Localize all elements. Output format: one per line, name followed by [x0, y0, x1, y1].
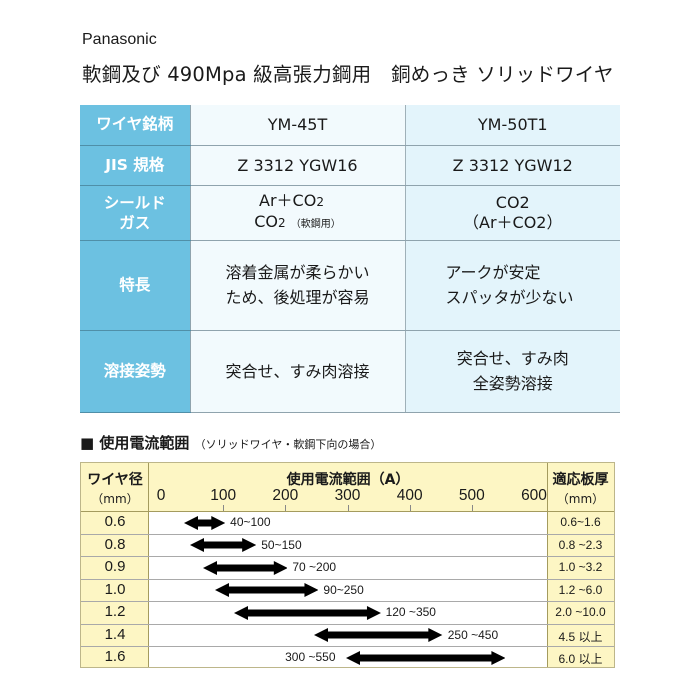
spec-line: （Ar＋CO2）	[463, 212, 563, 232]
range-label: 90~250	[323, 582, 364, 597]
spec-label: 溶接姿勢	[80, 330, 191, 413]
row-divider	[81, 556, 614, 557]
spec-row-position: 溶接姿勢 突合せ、すみ肉溶接 突合せ、すみ肉 全姿勢溶接	[80, 330, 620, 413]
range-arrow-icon	[183, 515, 226, 530]
wire-diameter: 1.0	[104, 580, 126, 598]
spec-label-line: ガス	[119, 213, 151, 232]
spec-cell-ym50t1: 突合せ、すみ肉 全姿勢溶接	[405, 330, 620, 413]
chart-title: 使用電流範囲（A）	[286, 472, 410, 488]
plate-thickness: 6.0 以上	[558, 652, 603, 666]
section-heading: ■ 使用電流範囲 （ソリッドワイヤ・軟鋼下向の場合）	[80, 432, 381, 453]
square-bullet-icon: ■	[80, 434, 95, 452]
range-label: 250 ~450	[447, 627, 499, 642]
x-tick-label: 400	[396, 487, 423, 504]
wire-diameter: 1.2	[104, 603, 126, 620]
range-label: 300 ~550	[285, 650, 336, 664]
plate-thickness: 1.0 ~3.2	[558, 560, 603, 574]
spec-label: ワイヤ銘柄	[80, 105, 191, 146]
range-label: 120 ~350	[385, 605, 436, 619]
spec-cell-ym45t: 突合せ、すみ肉溶接	[190, 330, 406, 413]
spec-line: ため、後処理が容易	[225, 288, 370, 307]
plate-thickness: 1.2 ~6.0	[558, 582, 603, 597]
range-arrow-icon	[202, 560, 288, 575]
spec-line: CO2 （軟鋼用）	[191, 212, 405, 235]
range-arrow-icon	[233, 605, 381, 620]
spec-line: スパッタが少ない	[445, 288, 574, 307]
spec-row-features: 特長 溶着金属が柔らかい ため、後処理が容易 アークが安定 スパッタが少ない	[80, 240, 620, 331]
section-title: 使用電流範囲	[99, 434, 190, 452]
range-label: 40~100	[230, 515, 271, 529]
row-divider	[81, 601, 614, 602]
spec-line: Ar＋CO2	[179, 191, 405, 212]
spec-line: アークが安定	[445, 263, 541, 282]
row-divider	[81, 646, 614, 647]
range-arrow-icon	[214, 583, 319, 597]
page-title: 軟鋼及び 490Mpa 級高張力鋼用 銅めっき ソリッドワイヤ	[82, 63, 614, 86]
spec-label: JIS 規格	[80, 145, 191, 186]
x-tick-mark	[223, 505, 225, 511]
range-label: 50~150	[261, 537, 302, 552]
spec-cell-ym45t: YM-45T	[190, 105, 406, 146]
x-tick-mark	[409, 505, 411, 511]
plate-thickness: 4.5 以上	[558, 629, 603, 644]
row-divider	[81, 533, 614, 535]
x-tick-label: 200	[272, 487, 299, 504]
range-label: 70 ~200	[292, 560, 337, 574]
plate-thickness: 2.0 ~10.0	[555, 605, 606, 619]
row-divider	[81, 623, 614, 625]
x-tick-mark	[347, 505, 349, 511]
x-tick-label: 0	[156, 487, 166, 504]
spec-label-line: シールド	[103, 193, 166, 212]
spec-label: シールド ガス	[80, 185, 191, 241]
spec-line: CO2	[495, 192, 530, 212]
spec-cell-ym50t1: CO2 （Ar＋CO2）	[405, 185, 620, 241]
spec-row-wire-brand: ワイヤ銘柄 YM-45T YM-50T1	[80, 105, 620, 146]
thickness-column	[547, 463, 614, 667]
wire-diameter: 0.9	[104, 558, 126, 575]
spec-label: 特長	[80, 240, 191, 331]
spec-row-jis: JIS 規格 Z 3312 YGW16 Z 3312 YGW12	[80, 145, 620, 186]
x-tick-label: 300	[334, 487, 361, 504]
range-arrow-icon	[190, 538, 257, 552]
x-tick-label: 600	[521, 487, 547, 504]
spec-cell-ym45t: 溶着金属が柔らかい ため、後処理が容易	[190, 240, 406, 331]
thickness-unit: （mm）	[556, 492, 605, 506]
x-tick-label: 100	[210, 487, 237, 504]
spec-cell-ym45t: Z 3312 YGW16	[190, 145, 406, 186]
brand-name: Panasonic	[82, 31, 157, 48]
wire-diameter: 0.6	[104, 513, 126, 530]
axis-header	[149, 463, 547, 511]
diameter-column	[81, 463, 149, 667]
wire-diameter: 0.8	[104, 535, 126, 553]
spec-line-text: Ar＋CO2	[259, 190, 324, 210]
wire-diameter: 1.4	[104, 625, 126, 643]
range-arrow-icon	[345, 650, 505, 665]
wire-diameter: 1.6	[104, 648, 126, 665]
spec-cell-ym50t1: YM-50T1	[405, 105, 620, 146]
plate-thickness: 0.6~1.6	[560, 515, 601, 529]
plate-thickness: 0.8 ~2.3	[558, 537, 603, 552]
spec-cell-ym50t1: アークが安定 スパッタが少ない	[405, 240, 620, 331]
spec-line: 全姿勢溶接	[472, 374, 553, 393]
diameter-header: ワイヤ径	[87, 472, 143, 488]
x-tick-mark	[285, 505, 287, 511]
x-tick-mark	[471, 505, 473, 511]
diameter-unit: （mm）	[91, 492, 139, 506]
spec-cell-ym45t: Ar＋CO2 CO2 （軟鋼用）	[190, 185, 406, 241]
spec-cell-ym50t1: Z 3312 YGW12	[405, 145, 620, 186]
section-note: （ソリッドワイヤ・軟鋼下向の場合）	[194, 438, 382, 451]
header-divider	[81, 511, 614, 512]
range-arrow-icon	[314, 628, 443, 642]
spec-row-shield-gas: シールド ガス Ar＋CO2 CO2 （軟鋼用） CO2 （Ar＋CO2）	[80, 185, 620, 241]
spec-line-text: CO2 （軟鋼用）	[254, 211, 341, 231]
spec-line: 溶着金属が柔らかい	[225, 263, 370, 282]
x-tick-label: 500	[458, 487, 485, 504]
row-divider	[81, 578, 614, 580]
spec-table: ワイヤ銘柄 YM-45T YM-50T1 JIS 規格 Z 3312 YGW16…	[80, 105, 620, 413]
spec-line: 突合せ、すみ肉	[456, 349, 569, 368]
current-range-chart: ワイヤ径 （mm） 適応板厚 （mm） 使用電流範囲（A） 0 100 200 300…	[80, 462, 615, 668]
thickness-header: 適応板厚	[552, 472, 609, 488]
